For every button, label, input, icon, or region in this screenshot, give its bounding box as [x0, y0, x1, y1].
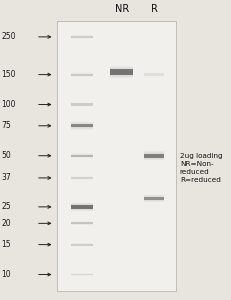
- Bar: [144, 157, 164, 158]
- Bar: [110, 72, 133, 73]
- Bar: [144, 155, 164, 156]
- Bar: [144, 197, 164, 200]
- Bar: [144, 159, 164, 160]
- Text: 50: 50: [1, 151, 11, 160]
- Bar: [110, 70, 133, 71]
- Text: 100: 100: [1, 100, 16, 109]
- Bar: [144, 154, 164, 155]
- Bar: [144, 151, 164, 152]
- Text: 75: 75: [1, 121, 11, 130]
- Bar: [144, 156, 164, 157]
- Bar: [71, 274, 93, 275]
- Bar: [110, 69, 133, 75]
- Bar: [144, 153, 164, 154]
- Bar: [110, 67, 133, 68]
- Bar: [57, 21, 176, 291]
- Text: NR: NR: [114, 4, 128, 14]
- Bar: [71, 124, 93, 127]
- Text: 10: 10: [1, 270, 11, 279]
- Bar: [144, 152, 164, 153]
- Text: 37: 37: [1, 173, 11, 182]
- Bar: [110, 66, 133, 67]
- Bar: [110, 74, 133, 75]
- Bar: [110, 76, 133, 77]
- Bar: [110, 71, 133, 72]
- Text: 20: 20: [1, 219, 11, 228]
- Bar: [71, 177, 93, 179]
- Bar: [144, 154, 164, 158]
- Bar: [71, 103, 93, 106]
- Bar: [71, 74, 93, 76]
- Bar: [144, 154, 164, 155]
- Text: 25: 25: [1, 202, 11, 211]
- Bar: [110, 68, 133, 69]
- Bar: [71, 36, 93, 38]
- Bar: [71, 244, 93, 245]
- Text: R: R: [150, 4, 157, 14]
- Bar: [71, 205, 93, 209]
- Bar: [110, 69, 133, 70]
- Text: 250: 250: [1, 32, 16, 41]
- Text: 150: 150: [1, 70, 16, 79]
- Text: 2ug loading
NR=Non-
reduced
R=reduced: 2ug loading NR=Non- reduced R=reduced: [179, 153, 222, 183]
- Text: 15: 15: [1, 240, 11, 249]
- Bar: [144, 74, 164, 76]
- Bar: [71, 154, 93, 157]
- Bar: [71, 222, 93, 224]
- Bar: [144, 160, 164, 161]
- Bar: [110, 77, 133, 78]
- Bar: [110, 75, 133, 76]
- Bar: [144, 158, 164, 159]
